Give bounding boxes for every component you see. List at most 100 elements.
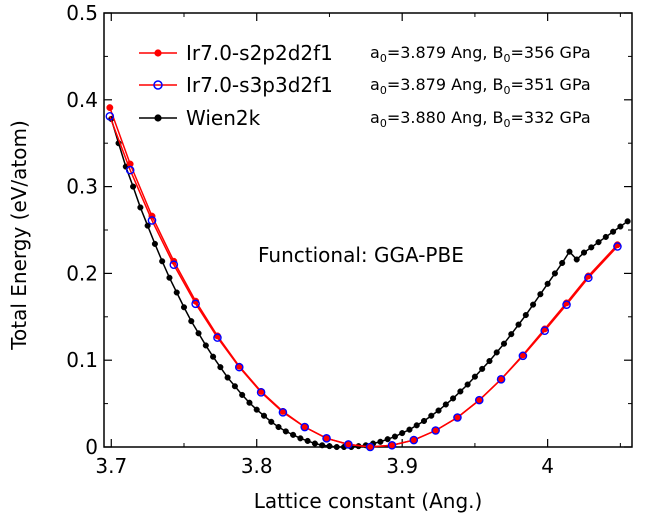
data-point — [413, 422, 420, 429]
data-point — [231, 383, 238, 390]
data-point — [515, 321, 522, 328]
data-point — [442, 401, 449, 408]
legend-marker — [154, 49, 162, 57]
y-tick-label: 0 — [85, 435, 98, 459]
data-point — [333, 443, 340, 451]
data-point — [137, 204, 144, 211]
data-point — [435, 407, 442, 414]
data-point — [159, 258, 166, 265]
param-text: B — [493, 108, 504, 127]
series-0 — [106, 104, 621, 451]
param-subscript: 0 — [380, 84, 387, 97]
legend-entry: Wien2k a0=3.880 Ang, B0=332 GPa — [139, 106, 591, 130]
data-point — [387, 440, 397, 450]
data-point — [151, 240, 158, 247]
param-text: B — [493, 75, 504, 94]
param-text: =3.880 Ang, — [387, 108, 493, 127]
data-point — [290, 431, 297, 438]
data-point — [260, 412, 268, 419]
param-text: =3.879 Ang, — [387, 43, 493, 62]
data-point — [522, 312, 529, 319]
data-point — [428, 412, 435, 419]
data-point — [326, 443, 333, 450]
data-point — [297, 435, 304, 442]
legend-entry: Ir7.0-s2p2d2f1 a0=3.879 Ang, B0=356 GPa — [139, 41, 591, 65]
data-point — [559, 259, 566, 267]
data-point — [471, 373, 478, 380]
legend-label: Ir7.0-s3p3d2f1 — [186, 73, 333, 97]
x-tick-label: 3.7 — [95, 454, 127, 478]
data-point — [566, 248, 573, 255]
data-point — [508, 331, 515, 338]
data-point — [365, 442, 375, 452]
data-point — [125, 165, 135, 175]
legend-entry: Ir7.0-s3p3d2f1 a0=3.879 Ang, B0=351 GPa — [139, 73, 591, 97]
data-point — [144, 222, 151, 229]
data-point — [275, 423, 282, 431]
axis-ticks: 3.7 3.8 3.9 4 0 0.1 0.2 0.3 0.4 0.5 — [66, 1, 632, 478]
data-point — [239, 391, 246, 398]
data-point — [496, 374, 506, 384]
data-point — [420, 417, 428, 425]
data-point — [406, 426, 413, 433]
data-point — [195, 330, 202, 337]
data-point — [344, 440, 353, 449]
data-point — [551, 270, 558, 277]
legend-marker — [153, 80, 163, 90]
series-line — [109, 107, 618, 448]
data-point — [540, 326, 550, 335]
param-text: a — [370, 75, 380, 94]
data-point — [311, 440, 318, 447]
data-point — [409, 435, 419, 445]
data-point — [210, 353, 217, 360]
y-tick-label: 0.5 — [66, 1, 98, 25]
y-tick-label: 0.3 — [66, 175, 98, 199]
fit-parameters: a0=3.880 Ang, B0=332 GPa — [370, 108, 591, 130]
data-point — [130, 183, 137, 190]
data-point — [464, 381, 471, 388]
x-tick-label: 4 — [541, 454, 554, 478]
param-text: a — [370, 43, 380, 62]
legend: Ir7.0-s2p2d2f1 a0=3.879 Ang, B0=356 GPaIr… — [139, 41, 591, 130]
data-point — [319, 442, 326, 449]
param-text: =3.879 Ang, — [387, 75, 493, 94]
data-point — [166, 274, 173, 281]
y-tick-label: 0.4 — [66, 88, 98, 112]
data-point — [384, 436, 391, 443]
y-tick-label: 0.1 — [66, 348, 98, 372]
data-point — [486, 358, 493, 365]
data-point — [613, 242, 622, 251]
data-point — [191, 299, 200, 309]
data-point — [304, 437, 311, 444]
functional-annotation: Functional: GGA-PBE — [258, 243, 464, 267]
data-point — [106, 104, 114, 112]
y-axis-label: Total Energy (eV/atom) — [7, 120, 31, 351]
data-point — [399, 430, 406, 437]
series-1 — [105, 111, 622, 452]
data-point — [278, 407, 288, 417]
data-point — [246, 399, 253, 406]
param-subscript: 0 — [504, 52, 511, 65]
param-subscript: 0 — [380, 117, 387, 130]
data-point — [580, 249, 588, 256]
data-point — [431, 426, 440, 435]
x-axis-label: Lattice constant (Ang.) — [254, 489, 483, 513]
series-layer — [105, 104, 631, 452]
fit-parameters: a0=3.879 Ang, B0=351 GPa — [370, 75, 591, 97]
data-point — [602, 233, 609, 240]
data-point — [493, 349, 500, 356]
param-subscript: 0 — [504, 117, 511, 130]
data-point — [457, 388, 464, 395]
data-point — [169, 260, 179, 270]
data-point — [537, 291, 544, 298]
data-point — [500, 340, 508, 347]
data-point — [322, 434, 331, 443]
param-text: =351 GPa — [511, 75, 591, 94]
data-point — [173, 289, 180, 296]
data-point — [253, 406, 260, 413]
data-point — [202, 342, 209, 349]
data-point — [377, 438, 384, 445]
data-point — [188, 318, 195, 325]
param-subscript: 0 — [504, 84, 511, 97]
